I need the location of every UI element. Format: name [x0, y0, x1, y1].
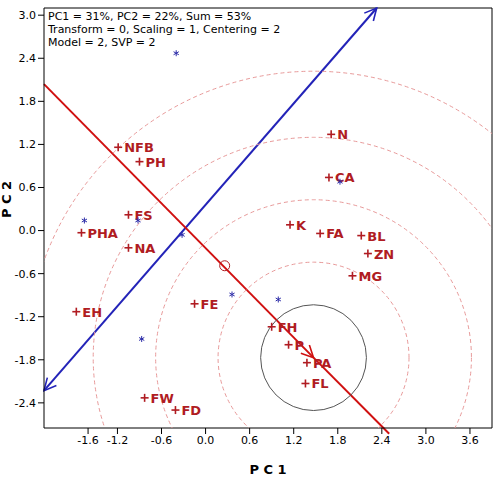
- svg-text:EH: EH: [82, 305, 102, 320]
- html-text:Model = 2, SVP = 2: Model = 2, SVP = 2: [48, 36, 156, 49]
- svg-text:0.0: 0.0: [19, 224, 37, 237]
- html-text:Transform = 0, Scaling = 1, Ce: Transform = 0, Scaling = 1, Centering = …: [48, 23, 281, 36]
- html-text:PC1 = 31%, PC2 = 22%, Sum = 53: PC1 = 31%, PC2 = 22%, Sum = 53%: [48, 10, 252, 23]
- svg-text:FE: FE: [201, 297, 219, 312]
- svg-text:0.0: 0.0: [197, 434, 215, 447]
- svg-text:3.6: 3.6: [461, 434, 479, 447]
- svg-text:PHA: PHA: [87, 226, 117, 241]
- svg-text:NA: NA: [134, 241, 155, 256]
- svg-text:3.0: 3.0: [19, 9, 37, 22]
- svg-text:1.2: 1.2: [285, 434, 303, 447]
- svg-text:MG: MG: [358, 269, 382, 284]
- svg-text:P: P: [295, 338, 305, 353]
- svg-text:PH: PH: [145, 155, 165, 170]
- svg-text:-0.6: -0.6: [15, 268, 36, 281]
- svg-text:CA: CA: [335, 170, 355, 185]
- svg-text:FS: FS: [134, 208, 152, 223]
- svg-text:P C 2: P C 2: [8, 181, 14, 218]
- svg-text:FH: FH: [278, 320, 298, 335]
- svg-text:NFB: NFB: [124, 140, 154, 155]
- svg-text:1.8: 1.8: [19, 95, 37, 108]
- svg-text:FL: FL: [311, 376, 328, 391]
- svg-text:FW: FW: [151, 391, 174, 406]
- svg-text:P C 1: P C 1: [249, 462, 286, 477]
- svg-text:-0.6: -0.6: [151, 434, 172, 447]
- svg-text:-1.8: -1.8: [15, 354, 36, 367]
- svg-text:1.2: 1.2: [19, 138, 37, 151]
- svg-text:N: N: [337, 127, 348, 142]
- svg-text:2.4: 2.4: [19, 52, 37, 65]
- svg-text:ZN: ZN: [374, 247, 394, 262]
- svg-text:0.6: 0.6: [241, 434, 259, 447]
- svg-text:-2.4: -2.4: [15, 397, 36, 410]
- svg-text:FA: FA: [326, 226, 343, 241]
- svg-text:FD: FD: [181, 403, 201, 418]
- svg-text:1.8: 1.8: [329, 434, 347, 447]
- svg-text:-1.6: -1.6: [77, 434, 98, 447]
- svg-text:0.6: 0.6: [19, 181, 37, 194]
- svg-text:BL: BL: [367, 229, 385, 244]
- svg-text:-1.2: -1.2: [107, 434, 128, 447]
- svg-text:3.0: 3.0: [417, 434, 435, 447]
- svg-text:-1.2: -1.2: [15, 311, 36, 324]
- svg-text:2.4: 2.4: [373, 434, 391, 447]
- svg-text:PA: PA: [313, 356, 331, 371]
- svg-text:K: K: [296, 218, 307, 233]
